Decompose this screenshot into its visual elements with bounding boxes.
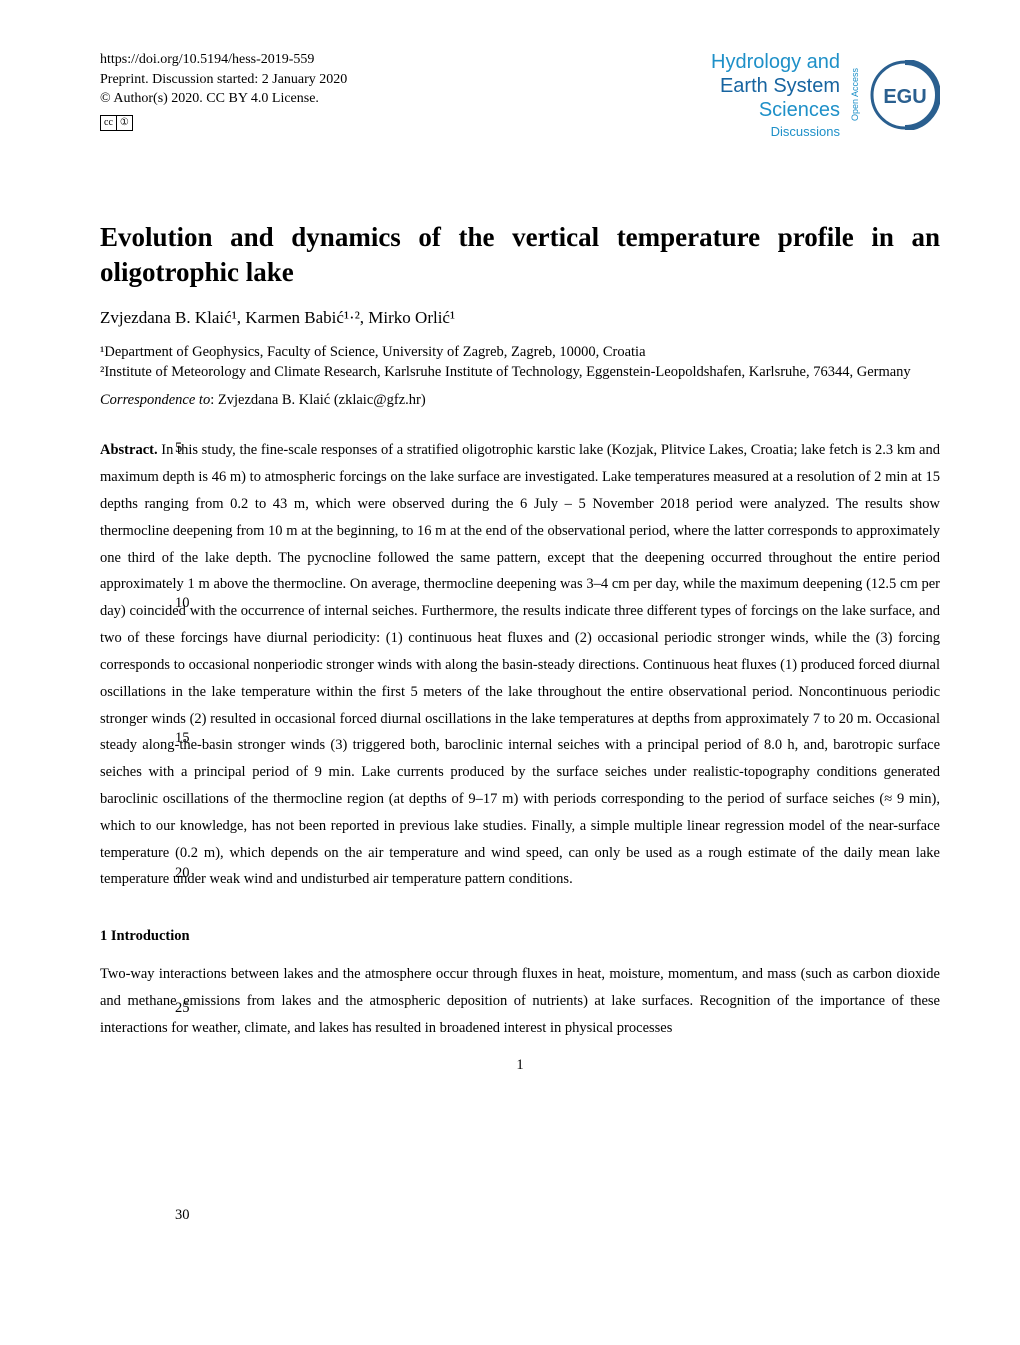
cc-license-badge: cc ①: [100, 115, 133, 131]
open-access-label: Open Access: [850, 68, 860, 121]
affiliations-block: ¹Department of Geophysics, Faculty of Sc…: [100, 342, 940, 383]
correspondence-text: : Zvjezdana B. Klaić (zklaic@gfz.hr): [210, 392, 425, 408]
affiliation-1: ¹Department of Geophysics, Faculty of Sc…: [100, 342, 940, 362]
correspondence-label: Correspondence to: [100, 392, 210, 408]
journal-line-3: Sciences: [711, 98, 840, 122]
line-number-10: 10: [175, 595, 190, 612]
section-1-body: Two-way interactions between lakes and t…: [100, 961, 940, 1041]
section-1-heading: 1 Introduction: [100, 928, 940, 945]
journal-line-4: Discussions: [711, 124, 840, 140]
header-right-block: Hydrology and Earth System Sciences Disc…: [711, 50, 940, 140]
line-number-15: 15: [175, 730, 190, 747]
abstract-text: In this study, the fine-scale responses …: [100, 442, 940, 887]
page-number: 1: [100, 1057, 940, 1074]
preprint-info: Preprint. Discussion started: 2 January …: [100, 70, 347, 90]
line-number-25: 25: [175, 1000, 190, 1017]
line-number-30: 30: [175, 1207, 190, 1224]
cc-icon: cc: [101, 116, 117, 130]
abstract-block: Abstract. In this study, the fine-scale …: [100, 437, 940, 893]
paper-title: Evolution and dynamics of the vertical t…: [100, 220, 940, 290]
page-header: https://doi.org/10.5194/hess-2019-559 Pr…: [100, 50, 940, 140]
abstract-label: Abstract.: [100, 442, 158, 458]
journal-line-2: Earth System: [711, 74, 840, 98]
line-number-20: 20: [175, 865, 190, 882]
doi-link[interactable]: https://doi.org/10.5194/hess-2019-559: [100, 50, 347, 70]
author-list: Zvjezdana B. Klaić¹, Karmen Babić¹·², Mi…: [100, 308, 940, 328]
svg-text:EGU: EGU: [883, 86, 926, 108]
correspondence-block: Correspondence to: Zvjezdana B. Klaić (z…: [100, 392, 940, 409]
by-icon: ①: [117, 116, 132, 130]
affiliation-2: ²Institute of Meteorology and Climate Re…: [100, 362, 940, 382]
header-left-block: https://doi.org/10.5194/hess-2019-559 Pr…: [100, 50, 347, 131]
line-number-5: 5: [175, 440, 182, 457]
journal-line-1: Hydrology and: [711, 50, 840, 74]
journal-title-block: Hydrology and Earth System Sciences Disc…: [711, 50, 840, 140]
copyright-info: © Author(s) 2020. CC BY 4.0 License.: [100, 89, 347, 109]
egu-logo-icon: EGU: [870, 60, 940, 130]
